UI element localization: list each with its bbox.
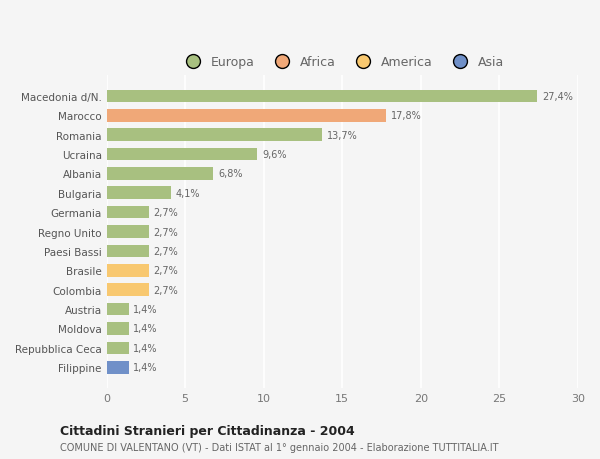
Bar <box>107 264 149 277</box>
Bar <box>107 129 322 142</box>
Bar <box>107 245 149 257</box>
Bar <box>107 110 386 122</box>
Text: Cittadini Stranieri per Cittadinanza - 2004: Cittadini Stranieri per Cittadinanza - 2… <box>60 425 355 437</box>
Text: 17,8%: 17,8% <box>391 111 422 121</box>
Bar <box>107 361 128 374</box>
Text: 1,4%: 1,4% <box>133 304 158 314</box>
Bar <box>107 207 149 219</box>
Bar <box>107 187 171 200</box>
Text: 2,7%: 2,7% <box>154 227 179 237</box>
Bar <box>107 303 128 316</box>
Text: 1,4%: 1,4% <box>133 324 158 334</box>
Text: 4,1%: 4,1% <box>176 188 200 198</box>
Text: 1,4%: 1,4% <box>133 363 158 372</box>
Bar <box>107 168 214 180</box>
Text: 27,4%: 27,4% <box>542 92 573 101</box>
Text: 2,7%: 2,7% <box>154 285 179 295</box>
Bar <box>107 148 257 161</box>
Bar <box>107 342 128 354</box>
Bar <box>107 284 149 297</box>
Text: 2,7%: 2,7% <box>154 208 179 218</box>
Text: COMUNE DI VALENTANO (VT) - Dati ISTAT al 1° gennaio 2004 - Elaborazione TUTTITAL: COMUNE DI VALENTANO (VT) - Dati ISTAT al… <box>60 442 499 452</box>
Text: 1,4%: 1,4% <box>133 343 158 353</box>
Text: 2,7%: 2,7% <box>154 246 179 257</box>
Legend: Europa, Africa, America, Asia: Europa, Africa, America, Asia <box>176 51 509 74</box>
Text: 13,7%: 13,7% <box>326 130 358 140</box>
Text: 2,7%: 2,7% <box>154 266 179 276</box>
Bar <box>107 90 537 103</box>
Text: 9,6%: 9,6% <box>262 150 287 160</box>
Bar <box>107 323 128 335</box>
Text: 6,8%: 6,8% <box>218 169 242 179</box>
Bar <box>107 226 149 238</box>
